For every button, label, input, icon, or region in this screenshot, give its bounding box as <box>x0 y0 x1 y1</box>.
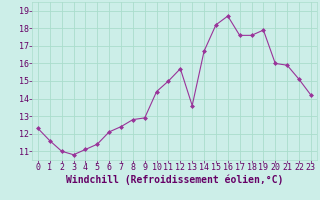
X-axis label: Windchill (Refroidissement éolien,°C): Windchill (Refroidissement éolien,°C) <box>66 175 283 185</box>
